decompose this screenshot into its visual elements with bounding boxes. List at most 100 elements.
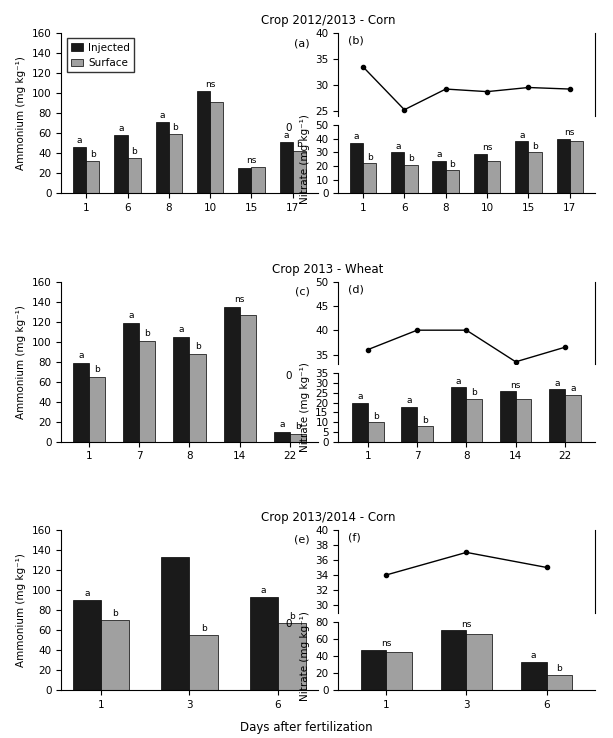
Bar — [89, 376, 105, 442]
Text: a: a — [78, 351, 84, 360]
Text: Crop 2012/2013 - Corn: Crop 2012/2013 - Corn — [261, 14, 395, 27]
Y-axis label: Ammonium (mg kg⁻¹): Ammonium (mg kg⁻¹) — [17, 56, 26, 170]
Text: b: b — [471, 388, 477, 397]
Bar — [441, 630, 466, 690]
Bar — [73, 362, 89, 442]
Text: a: a — [129, 311, 134, 320]
Bar — [101, 620, 129, 690]
Text: a: a — [456, 376, 461, 386]
Bar — [350, 142, 363, 193]
Bar — [557, 139, 570, 193]
Bar — [547, 675, 572, 690]
Text: a: a — [85, 588, 90, 598]
Y-axis label: Nitrate (mg kg⁻¹): Nitrate (mg kg⁻¹) — [300, 362, 310, 452]
Text: ns: ns — [205, 80, 215, 89]
Text: a: a — [395, 142, 400, 151]
Text: ns: ns — [565, 128, 575, 137]
Text: a: a — [261, 585, 267, 595]
Text: (c): (c) — [295, 286, 310, 297]
Text: a: a — [118, 124, 124, 133]
Bar — [249, 597, 278, 690]
Bar — [224, 306, 240, 442]
Text: (f): (f) — [348, 532, 361, 542]
Text: b: b — [112, 609, 118, 618]
Bar — [197, 92, 210, 193]
Bar — [86, 162, 99, 193]
Legend: Injected, Surface: Injected, Surface — [66, 38, 134, 72]
Bar — [433, 161, 446, 193]
Text: (e): (e) — [294, 534, 310, 545]
Bar — [446, 170, 459, 193]
Bar — [570, 142, 583, 193]
Text: (d): (d) — [348, 284, 364, 294]
Y-axis label: Nitrate (mg kg⁻¹): Nitrate (mg kg⁻¹) — [300, 114, 310, 204]
Bar — [114, 135, 128, 193]
Bar — [274, 432, 290, 442]
Bar — [451, 387, 466, 442]
Bar — [156, 123, 169, 193]
Bar — [73, 148, 86, 193]
Bar — [360, 650, 386, 690]
Bar — [189, 635, 218, 690]
Bar — [516, 399, 531, 442]
Bar — [528, 152, 542, 193]
Text: (b): (b) — [348, 35, 364, 46]
Text: b: b — [532, 142, 538, 151]
Text: b: b — [367, 153, 373, 162]
Text: 0: 0 — [286, 371, 292, 381]
Text: (a): (a) — [294, 38, 310, 48]
Bar — [280, 142, 293, 193]
Bar — [405, 165, 417, 193]
Text: b: b — [90, 150, 96, 159]
Bar — [278, 623, 306, 690]
Text: b: b — [373, 412, 379, 421]
Text: b: b — [94, 365, 100, 374]
Text: b: b — [200, 624, 207, 632]
Bar — [368, 422, 384, 442]
Text: a: a — [570, 384, 576, 393]
Text: b: b — [557, 664, 562, 673]
Text: b: b — [131, 147, 137, 156]
Text: a: a — [436, 151, 442, 159]
Bar — [466, 635, 492, 690]
Bar — [500, 391, 516, 442]
Text: a: a — [283, 131, 289, 140]
Text: a: a — [531, 652, 536, 661]
Text: a: a — [357, 393, 363, 401]
Text: ns: ns — [482, 143, 492, 152]
Text: b: b — [289, 612, 295, 621]
Bar — [549, 389, 565, 442]
Bar — [139, 341, 155, 442]
Bar — [487, 161, 500, 193]
Bar — [73, 600, 101, 690]
Bar — [466, 399, 482, 442]
Bar — [161, 557, 189, 690]
Text: a: a — [554, 379, 560, 387]
Bar — [123, 323, 139, 442]
Bar — [210, 103, 223, 193]
Text: ns: ns — [381, 639, 392, 649]
Text: Crop 2013 - Wheat: Crop 2013 - Wheat — [272, 263, 384, 275]
Text: ns: ns — [461, 620, 471, 629]
Text: b: b — [145, 329, 150, 338]
Text: ns: ns — [511, 381, 521, 390]
Text: b: b — [195, 342, 200, 351]
Text: ns: ns — [246, 156, 257, 165]
Bar — [515, 142, 528, 193]
Text: a: a — [354, 132, 359, 142]
Text: b: b — [408, 154, 414, 163]
Bar — [293, 151, 306, 193]
Text: Crop 2013/2014 - Corn: Crop 2013/2014 - Corn — [261, 511, 395, 524]
Text: ns: ns — [235, 295, 245, 304]
Bar — [363, 163, 376, 193]
Bar — [391, 152, 405, 193]
Bar — [352, 403, 368, 442]
Bar — [251, 168, 265, 193]
Bar — [128, 159, 141, 193]
Text: 0: 0 — [286, 619, 292, 630]
Bar — [173, 337, 189, 442]
Text: b: b — [295, 422, 301, 431]
Bar — [402, 407, 417, 442]
Bar — [521, 662, 547, 690]
Text: b: b — [173, 123, 178, 132]
